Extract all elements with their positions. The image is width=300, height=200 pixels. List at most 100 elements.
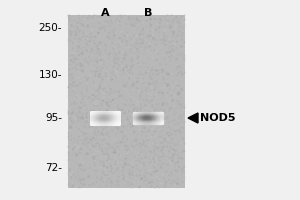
- Point: [88, 16, 93, 19]
- Point: [149, 23, 154, 26]
- Point: [70, 57, 75, 60]
- Point: [74, 22, 78, 25]
- Point: [142, 145, 147, 148]
- Point: [97, 119, 102, 122]
- Point: [124, 154, 129, 157]
- Point: [126, 116, 131, 119]
- Point: [94, 40, 99, 43]
- Point: [147, 70, 152, 73]
- Point: [66, 112, 71, 115]
- Point: [88, 144, 93, 147]
- Point: [133, 51, 138, 54]
- Point: [123, 145, 128, 148]
- Point: [141, 53, 146, 56]
- Point: [162, 60, 167, 63]
- Point: [69, 24, 74, 27]
- Point: [140, 109, 144, 112]
- Point: [135, 162, 140, 165]
- Point: [143, 163, 148, 166]
- Point: [102, 92, 107, 96]
- Point: [107, 37, 112, 40]
- Point: [112, 149, 117, 152]
- Point: [97, 41, 102, 44]
- Point: [170, 25, 175, 28]
- Point: [119, 145, 124, 148]
- Point: [177, 93, 182, 96]
- Point: [115, 181, 120, 184]
- Point: [179, 45, 184, 49]
- Point: [107, 64, 112, 67]
- Point: [83, 106, 88, 110]
- Point: [167, 132, 172, 135]
- Point: [80, 16, 85, 19]
- Point: [161, 75, 166, 79]
- Point: [78, 163, 83, 167]
- Point: [76, 50, 80, 53]
- Point: [173, 146, 178, 149]
- Point: [91, 103, 96, 106]
- Point: [74, 120, 79, 123]
- Point: [135, 86, 140, 90]
- Point: [143, 124, 148, 127]
- Point: [143, 134, 148, 138]
- Point: [105, 159, 110, 162]
- Point: [159, 40, 164, 44]
- Point: [102, 120, 107, 123]
- Point: [98, 132, 103, 135]
- Point: [69, 52, 74, 55]
- Point: [72, 126, 77, 129]
- Point: [121, 69, 125, 72]
- Point: [181, 109, 185, 112]
- Point: [87, 184, 92, 187]
- Point: [158, 63, 163, 66]
- Point: [82, 136, 87, 140]
- Point: [69, 113, 74, 116]
- Point: [133, 20, 138, 23]
- Point: [92, 111, 97, 114]
- Point: [165, 116, 170, 119]
- Point: [167, 134, 172, 137]
- Point: [110, 151, 115, 154]
- Point: [178, 162, 182, 166]
- Point: [148, 25, 153, 29]
- Point: [100, 88, 105, 91]
- Point: [106, 175, 111, 178]
- Point: [95, 95, 100, 98]
- Point: [109, 122, 114, 125]
- Point: [143, 38, 148, 41]
- Point: [160, 141, 164, 144]
- Point: [93, 17, 98, 20]
- Point: [82, 125, 87, 128]
- Point: [176, 84, 180, 87]
- Point: [132, 33, 136, 37]
- Point: [155, 126, 160, 129]
- Point: [160, 101, 165, 104]
- Point: [103, 147, 108, 150]
- Point: [88, 148, 92, 151]
- Point: [72, 51, 76, 55]
- Point: [146, 56, 151, 60]
- Point: [77, 37, 82, 40]
- Point: [102, 112, 106, 115]
- Point: [146, 129, 150, 132]
- Point: [143, 21, 148, 24]
- Point: [78, 112, 82, 115]
- Point: [104, 184, 109, 187]
- Point: [94, 103, 98, 106]
- Point: [169, 171, 174, 174]
- Point: [119, 146, 124, 149]
- Point: [72, 23, 76, 26]
- Point: [92, 155, 97, 158]
- Point: [75, 22, 80, 25]
- Point: [104, 104, 109, 107]
- Point: [129, 112, 134, 116]
- Point: [124, 162, 129, 166]
- Point: [111, 65, 116, 68]
- Point: [106, 111, 111, 114]
- Point: [93, 58, 98, 61]
- Point: [95, 38, 100, 42]
- Point: [163, 182, 168, 185]
- Point: [100, 60, 104, 63]
- Point: [128, 173, 133, 176]
- Point: [71, 61, 76, 64]
